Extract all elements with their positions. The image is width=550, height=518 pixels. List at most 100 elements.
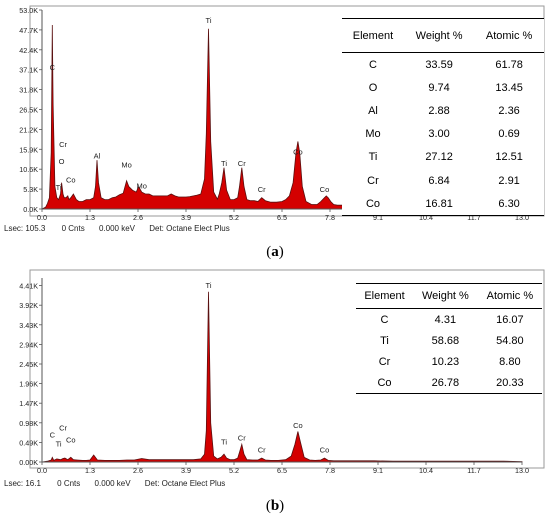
table-cell: 58.68 <box>431 334 460 347</box>
status-kev: 0.000 keV <box>98 224 135 233</box>
table-header-atomic: Atomic % <box>477 283 542 309</box>
table-row: C 33.59 61.78 <box>342 53 544 77</box>
x-tick-label: 10.4 <box>419 466 433 475</box>
table-header-weight: Weight % <box>413 283 478 309</box>
table-header-element: Element <box>356 283 414 309</box>
peak-label: Co <box>293 148 303 157</box>
x-tick-label: 3.9 <box>181 466 191 475</box>
y-tick-label: 31.8K <box>19 86 38 95</box>
peak-label: Cr <box>238 433 246 442</box>
y-tick-label: 15.9K <box>19 145 38 154</box>
table-cell: 16.81 <box>403 192 475 217</box>
peak-label: Mo <box>136 181 146 190</box>
y-tick-label: 5.3K <box>23 185 38 194</box>
table-cell: 26.78 <box>413 372 478 394</box>
status-bar-a: Lsec: 105.3 0 Cnts 0.000 keV Det: Octane… <box>4 224 242 233</box>
peak-label: Co <box>320 185 330 194</box>
table-row: Co 16.81 6.30 <box>342 192 544 217</box>
y-tick-label: 47.7K <box>19 26 38 35</box>
chart-frame <box>29 5 545 217</box>
y-tick-label: 3.43K <box>19 321 38 330</box>
table-cell: 3.00 <box>428 128 450 141</box>
y-tick-label: 4.41K <box>19 282 38 291</box>
table-cell: 8.80 <box>499 355 521 368</box>
peak-label: Ti <box>56 439 62 448</box>
table-cell: 2.88 <box>428 104 450 117</box>
table-cell: 16.07 <box>496 313 524 326</box>
table-row: O 9.74 13.45 <box>342 76 544 99</box>
composition-table-b: Element Weight % Atomic % C 4.31 16.07 Ti 5… <box>356 283 542 394</box>
table-cell: 27.12 <box>425 151 453 164</box>
peak-label: Ti <box>56 183 62 192</box>
x-tick-label: 6.5 <box>277 466 287 475</box>
table-cell: 0.69 <box>498 128 520 141</box>
peak-label: Ti <box>221 159 227 168</box>
x-tick-label: 1.3 <box>85 213 95 222</box>
table-cell: Cr <box>367 174 379 187</box>
table-row: Mo 3.00 0.69 <box>342 123 544 146</box>
table-row: Ti 27.12 12.51 <box>342 146 544 169</box>
x-tick-label: 5.2 <box>229 466 239 475</box>
peak-label: Cr <box>258 446 266 455</box>
peak-label: Cr <box>59 424 67 433</box>
table-row: Cr 6.84 2.91 <box>342 169 544 192</box>
y-tick-label: 42.4K <box>19 46 38 55</box>
table-cell: 12.51 <box>495 151 523 164</box>
table-row: Cr 10.23 8.80 <box>356 351 542 372</box>
x-tick-label: 11.7 <box>467 466 480 475</box>
table-header-element: Element <box>342 18 404 53</box>
x-tick-label: 11.7 <box>467 213 480 222</box>
table-row: Co 26.78 20.33 <box>356 372 542 394</box>
y-tick-label: 1.47K <box>19 399 38 408</box>
peak-label: Ti <box>206 16 212 25</box>
caption-letter: b <box>270 498 280 514</box>
x-tick-label: 0.0 <box>37 213 47 222</box>
table-cell: 54.80 <box>496 334 524 347</box>
table-cell: Co <box>342 192 404 217</box>
peak-label: Co <box>66 435 76 444</box>
caption-letter: a <box>271 244 279 260</box>
y-tick-label: 0.0K <box>23 205 38 214</box>
table-cell: C <box>380 313 389 326</box>
status-cnts: 0 Cnts <box>57 479 81 488</box>
y-tick-label: 2.45K <box>19 360 38 369</box>
peak-label: Co <box>320 446 330 455</box>
table-cell: Ti <box>380 334 389 347</box>
x-tick-label: 5.2 <box>229 213 239 222</box>
x-tick-label: 10.4 <box>419 213 433 222</box>
table-cell: 6.84 <box>428 174 450 187</box>
y-tick-label: 37.1K <box>19 66 38 75</box>
peak-label: Co <box>293 421 303 430</box>
peak-label: Cr <box>258 185 266 194</box>
peak-label: Cr <box>238 159 246 168</box>
x-tick-label: 1.3 <box>85 466 95 475</box>
caption-paren: ) <box>278 244 284 260</box>
table-cell: 13.45 <box>495 81 523 94</box>
peak-label: Al <box>94 151 101 160</box>
x-tick-label: 9.1 <box>373 213 383 222</box>
status-lsec: Lsec: 105.3 <box>4 224 46 233</box>
y-tick-label: 10.6K <box>19 165 38 174</box>
y-tick-label: 2.94K <box>19 340 38 349</box>
status-detector: Det: Octane Elect Plus <box>144 479 226 488</box>
x-tick-label: 7.8 <box>325 466 335 475</box>
composition-table-a: Element Weight % Atomic % C 33.59 61.78 O 9… <box>342 18 544 217</box>
table-cell: Co <box>356 372 414 394</box>
table-cell: C <box>368 58 377 71</box>
peak-label: Mo <box>121 161 131 170</box>
spectrum-series <box>41 24 523 210</box>
table-header-atomic: Atomic % <box>474 18 544 53</box>
status-bar-b: Lsec: 16.1 0 Cnts 0.000 keV Det: Octane … <box>4 479 237 488</box>
status-detector: Det: Octane Elect Plus <box>149 224 230 233</box>
spectrum-series <box>41 291 523 463</box>
table-cell: 33.59 <box>425 58 453 71</box>
table-cell: 4.31 <box>434 313 457 326</box>
x-tick-label: 13.0 <box>515 466 529 475</box>
peak-label: O <box>59 157 65 166</box>
caption-paren: ) <box>279 498 285 514</box>
eds-panel-a: 0.0K 5.3K 10.6K 15.9K 21.2K 26.5K 31.8K 37.1K 42… <box>4 5 545 260</box>
peak-label: Cr <box>59 140 67 149</box>
y-tick-label: 1.96K <box>19 380 38 389</box>
table-cell: Mo <box>365 128 381 141</box>
status-lsec: Lsec: 16.1 <box>4 479 41 488</box>
